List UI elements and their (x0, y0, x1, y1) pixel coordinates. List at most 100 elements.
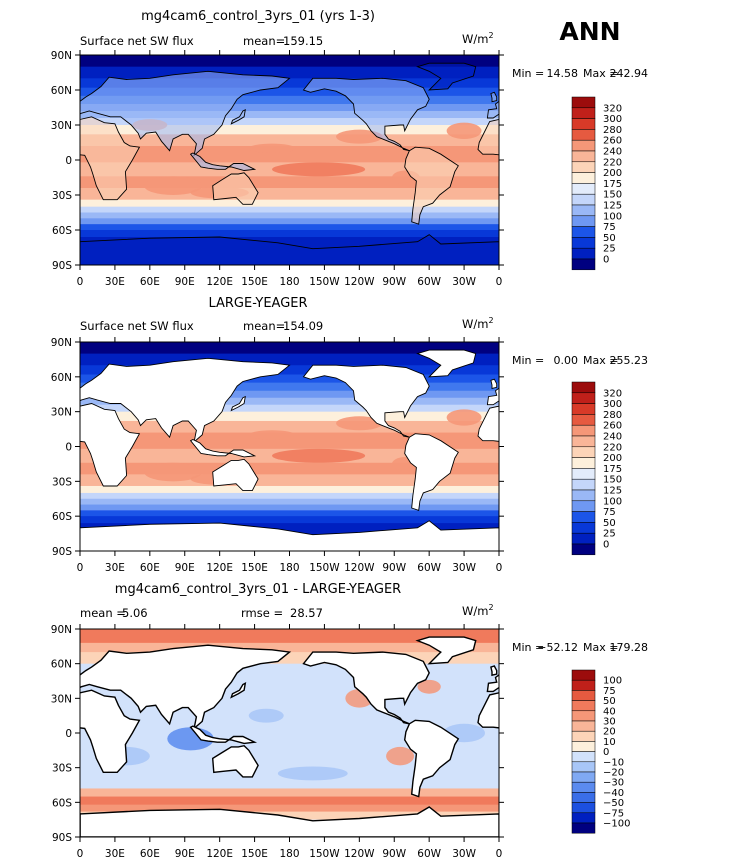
continent-africa (80, 116, 141, 201)
diff-band (80, 642, 499, 653)
max-value: 179.28 (610, 641, 649, 654)
continent-south-america (0, 147, 39, 224)
lat-tick-label: 0 (65, 155, 72, 167)
colorbar-cell (571, 543, 596, 556)
flux-band (80, 218, 499, 225)
colorbar-cell (571, 129, 596, 141)
flux-band (80, 485, 499, 494)
panel-title: mg4cam6_control_3yrs_01 - LARGE-YEAGER (115, 582, 401, 597)
continent-north-america (0, 365, 10, 437)
colorbar-label: 175 (603, 179, 622, 190)
lon-tick-label: 0 (496, 276, 503, 288)
lon-tick-label: 60E (140, 276, 160, 288)
colorbar-label: 300 (603, 114, 622, 125)
flux-band (80, 504, 499, 511)
lon-tick-label: 90E (175, 276, 195, 288)
colorbar-label: 280 (603, 410, 622, 421)
colorbar-cell (571, 812, 596, 824)
flux-band (80, 206, 499, 213)
lat-tick-label: 60N (51, 372, 72, 384)
colorbar-cell (571, 107, 596, 119)
lon-tick-label: 90W (382, 562, 406, 574)
colorbar-cell (571, 193, 596, 206)
lat-tick-label: 60S (52, 225, 72, 237)
colorbar-cell (571, 478, 596, 491)
colorbar-label: 75 (603, 686, 616, 697)
colorbar-label: 125 (603, 486, 622, 497)
flux-maximum (144, 462, 203, 482)
lat-tick-label: 90N (51, 337, 72, 349)
colorbar-label: 0 (603, 540, 609, 551)
colorbar-label: −75 (603, 808, 624, 819)
diff-anomaly (248, 708, 284, 723)
continent-north-america (0, 78, 10, 150)
flux-band (80, 404, 499, 413)
continent-south-america (403, 719, 460, 798)
colorbar-cell (571, 446, 596, 458)
colorbar-cell (571, 172, 596, 184)
max-label: Max = (583, 354, 618, 367)
diff-band (80, 804, 499, 813)
colorbar-label: 75 (603, 222, 616, 233)
lon-tick-label: 30E (105, 276, 125, 288)
colorbar-label: 320 (603, 103, 622, 114)
lon-tick-label: 30W (452, 848, 476, 860)
colorbar-cell (571, 258, 596, 271)
colorbar-label: −20 (603, 768, 624, 779)
flux-maximum (446, 122, 482, 139)
lat-tick-label: 90S (52, 832, 72, 844)
colorbar-cell (571, 247, 596, 260)
flux-band (80, 55, 499, 68)
colorbar-cell (571, 215, 596, 227)
flux-band (80, 374, 499, 384)
lon-tick-label: 30E (105, 848, 125, 860)
colorbar-label: 150 (603, 190, 622, 201)
colorbar-cell (571, 690, 596, 701)
mean-label: mean= (243, 34, 285, 48)
lon-tick-label: 120W (344, 848, 375, 860)
continent-antarctica (80, 520, 499, 551)
colorbar-cell (571, 802, 596, 814)
flux-band (80, 498, 499, 506)
colorbar-label: 0 (603, 747, 609, 758)
colorbar-label: 280 (603, 125, 622, 136)
colorbar-cell (571, 679, 596, 691)
diff-band (80, 629, 499, 644)
lon-tick-label: 0 (77, 848, 84, 860)
flux-band (80, 390, 499, 399)
continent-indonesia (189, 152, 257, 171)
colorbar-cell (571, 730, 596, 742)
colorbar-label: 300 (603, 399, 622, 410)
lon-tick-label: 120E (206, 848, 233, 860)
colorbar-label: −30 (603, 778, 624, 789)
min-label: Min = (512, 641, 544, 654)
continent-north-america (0, 652, 10, 724)
lon-tick-label: 120E (206, 276, 233, 288)
map-panel-2: LARGE-YEAGER Surface net SW flux mean=154.… (0, 296, 648, 574)
colorbar-cell (571, 457, 596, 469)
colorbar-label: 220 (603, 157, 622, 168)
colorbar-cell (571, 150, 596, 163)
continent-australia (212, 458, 259, 492)
colorbar-cell (571, 237, 596, 249)
colorbar-cell (571, 414, 596, 426)
rmse-label: rmse = (241, 606, 283, 620)
lon-tick-label: 150E (241, 848, 268, 860)
lon-tick-label: 90E (175, 848, 195, 860)
flux-band (80, 111, 499, 119)
colorbar-label: 75 (603, 507, 616, 518)
continent-uk (490, 91, 498, 103)
flux-band (80, 432, 499, 450)
lon-tick-label: 150W (309, 276, 340, 288)
colorbar-cell (571, 792, 596, 803)
continent-uk (490, 665, 498, 677)
lat-tick-label: 60S (52, 797, 72, 809)
colorbar-label: 175 (603, 464, 622, 475)
min-value: −52.12 (537, 641, 578, 654)
flux-field (0, 55, 499, 265)
units-label: W/m2 (462, 316, 494, 331)
colorbar-cell (571, 139, 596, 152)
continent-north-america (302, 651, 430, 725)
lon-tick-label: 60W (417, 276, 441, 288)
